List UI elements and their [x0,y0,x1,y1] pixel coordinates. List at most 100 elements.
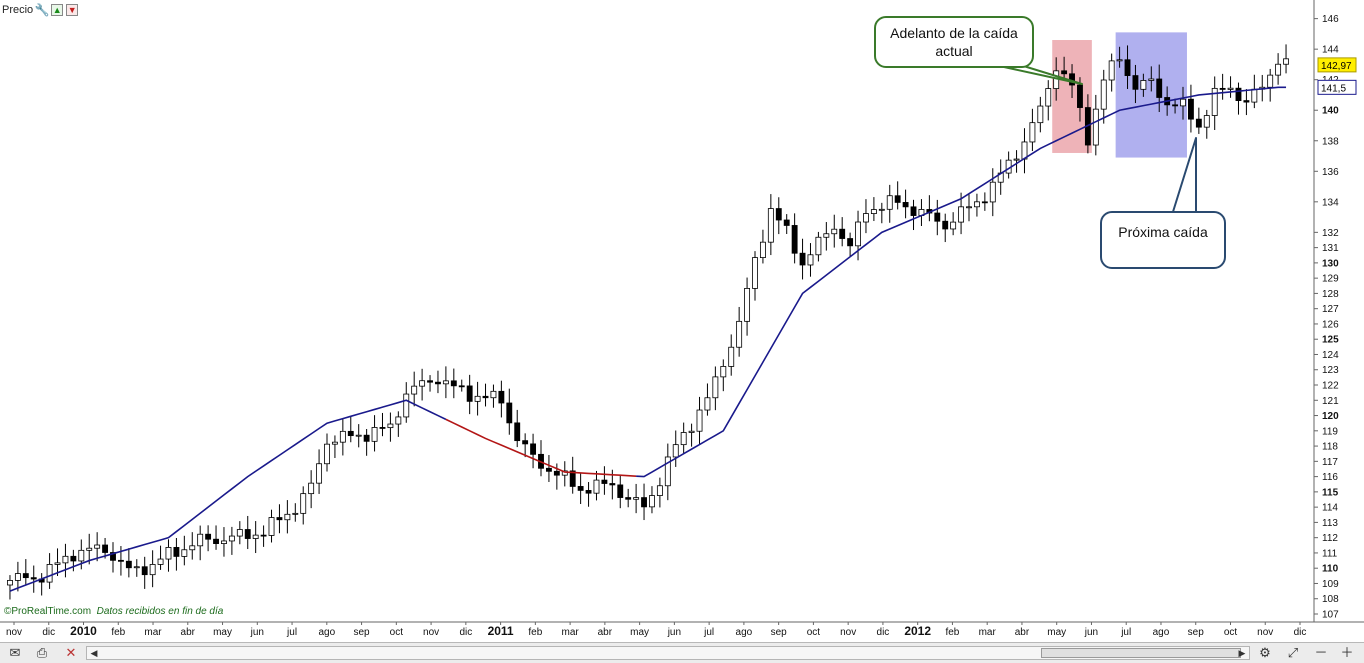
candle [482,383,489,407]
wrench-icon[interactable]: 🔧 [34,3,50,17]
candle [752,251,758,301]
x-tick-label: dic [42,627,55,638]
x-tick-label: dic [459,627,472,638]
candle [308,470,315,509]
candle [736,306,743,357]
x-tick-label: oct [1224,627,1238,638]
x-tick-label: nov [423,627,439,638]
x-tick-label: sep [354,627,371,638]
candle [30,565,37,593]
candle [712,366,719,411]
candle [7,575,13,600]
y-tick-label: 126 [1322,319,1339,330]
candle [1235,82,1242,115]
candle [316,449,323,494]
y-tick-label: 125 [1322,335,1339,346]
candle [450,368,457,399]
candle [1037,96,1044,133]
x-tick-label: jul [286,627,297,638]
x-tick-label: jun [1084,627,1098,638]
candle [46,553,53,589]
candle [228,526,235,555]
x-tick-label: ago [736,627,753,638]
candle [221,527,227,557]
candle [855,210,861,261]
delete-icon[interactable]: ✕ [65,645,77,660]
annotation-bubble-right: Próxima caída [1100,211,1226,269]
zoom-out-icon[interactable]: － [1314,645,1328,660]
last-price-badge [1317,57,1357,73]
candle [878,202,885,224]
candle [1124,45,1131,89]
scroll-left-icon[interactable]: ◀ [90,648,98,658]
x-tick-label: may [213,627,232,638]
candle [236,521,243,545]
x-tick-label: oct [390,627,404,638]
x-tick-label: feb [945,627,959,638]
scroll-right-icon[interactable]: ▶ [1238,648,1246,658]
mail-icon[interactable]: ✉ [9,645,21,660]
scrollbar-thumb[interactable] [1041,648,1241,658]
x-tick-label: mar [144,627,162,638]
zoom-in-icon[interactable]: ＋ [1340,645,1354,660]
x-tick-label: 2010 [70,624,97,638]
horizontal-scrollbar[interactable]: ◀ ▶ [86,646,1250,660]
candle [442,366,449,399]
candle [458,379,465,392]
data-source-footnote: ©ProRealTime.com Datos recibidos en fin … [4,606,223,617]
candle [1132,64,1139,104]
y-tick-label: 119 [1322,426,1338,437]
candle [680,422,687,454]
candle [165,539,172,572]
y-tick-label: 108 [1322,594,1339,605]
candle [625,488,632,508]
candle [775,197,782,235]
y-tick-label: 114 [1322,503,1338,514]
candle [1187,84,1194,133]
candle [110,542,116,573]
candle [149,550,156,588]
zoom-fit-icon[interactable]: ⤢ [1287,645,1299,660]
candle [244,515,251,550]
candle [870,197,877,222]
candle [823,222,830,251]
candle [1219,73,1226,100]
x-tick-label: dic [1294,627,1307,638]
candle [141,556,148,589]
candle [783,214,790,234]
candle [831,214,838,248]
candle [839,217,846,247]
brand-link[interactable]: ProRealTime.com [11,606,92,617]
candle [62,543,69,578]
x-tick-label: oct [807,627,821,638]
candle [14,561,21,592]
candle [213,525,219,550]
candle [86,533,93,565]
candle [767,194,774,256]
candle [1195,107,1202,134]
candle [355,424,362,448]
candle [94,532,101,562]
print-icon[interactable]: ⎙ [36,645,48,660]
x-tick-label: abr [1015,627,1030,638]
chart-settings-icon[interactable]: ⚙ [1259,645,1271,660]
candle [664,443,671,501]
candle [1029,108,1036,152]
y-tick-label: 123 [1322,365,1339,376]
moving-average-up [9,399,447,592]
candle [561,461,568,487]
candle [863,199,869,234]
y-tick-label: 138 [1322,136,1339,147]
candle [569,456,576,494]
arrow-down-icon[interactable]: ▼ [66,4,79,16]
candle [371,415,378,452]
candle [284,500,291,534]
ma-value-label: 141,5 [1321,83,1346,94]
candle [815,231,822,262]
arrow-up-icon[interactable]: ▲ [51,4,64,16]
y-tick-label: 115 [1322,487,1339,498]
copyright-icon: © [4,606,12,617]
candle [886,184,893,223]
candle [641,483,647,521]
candle [300,486,307,525]
